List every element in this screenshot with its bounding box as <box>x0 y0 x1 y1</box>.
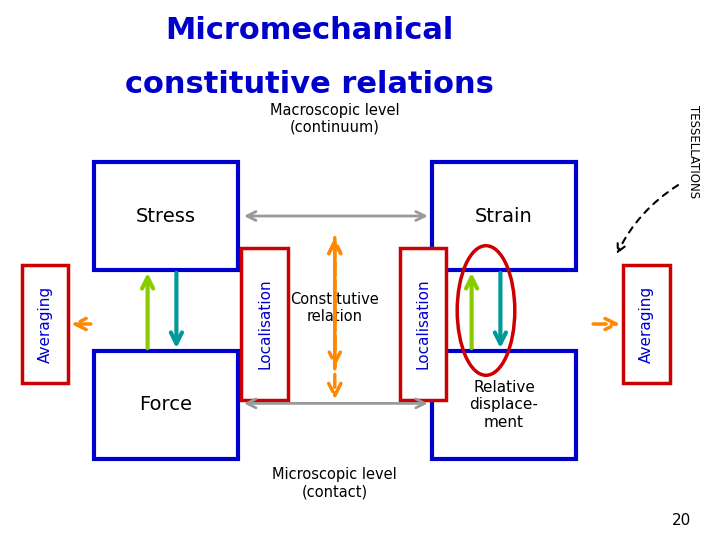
Text: Averaging: Averaging <box>37 286 53 362</box>
Text: Constitutive
relation: Constitutive relation <box>290 292 379 324</box>
FancyBboxPatch shape <box>22 265 68 383</box>
Text: Averaging: Averaging <box>639 286 654 362</box>
Text: TESSELLATIONS: TESSELLATIONS <box>687 105 700 198</box>
Text: Macroscopic level
(continuum): Macroscopic level (continuum) <box>270 103 400 135</box>
Text: constitutive relations: constitutive relations <box>125 70 494 99</box>
FancyBboxPatch shape <box>432 162 576 270</box>
FancyBboxPatch shape <box>400 248 446 400</box>
Text: Force: Force <box>139 395 192 415</box>
Text: Localisation: Localisation <box>415 279 431 369</box>
FancyBboxPatch shape <box>623 265 670 383</box>
Text: Stress: Stress <box>135 206 196 226</box>
FancyBboxPatch shape <box>241 248 288 400</box>
FancyBboxPatch shape <box>432 351 576 459</box>
FancyBboxPatch shape <box>94 162 238 270</box>
Text: 20: 20 <box>672 513 691 528</box>
Text: Relative
displace-
ment: Relative displace- ment <box>469 380 539 430</box>
Text: Localisation: Localisation <box>257 279 272 369</box>
Text: Strain: Strain <box>475 206 533 226</box>
Text: Micromechanical: Micromechanical <box>166 16 454 45</box>
Text: Microscopic level
(contact): Microscopic level (contact) <box>272 467 397 500</box>
FancyBboxPatch shape <box>94 351 238 459</box>
